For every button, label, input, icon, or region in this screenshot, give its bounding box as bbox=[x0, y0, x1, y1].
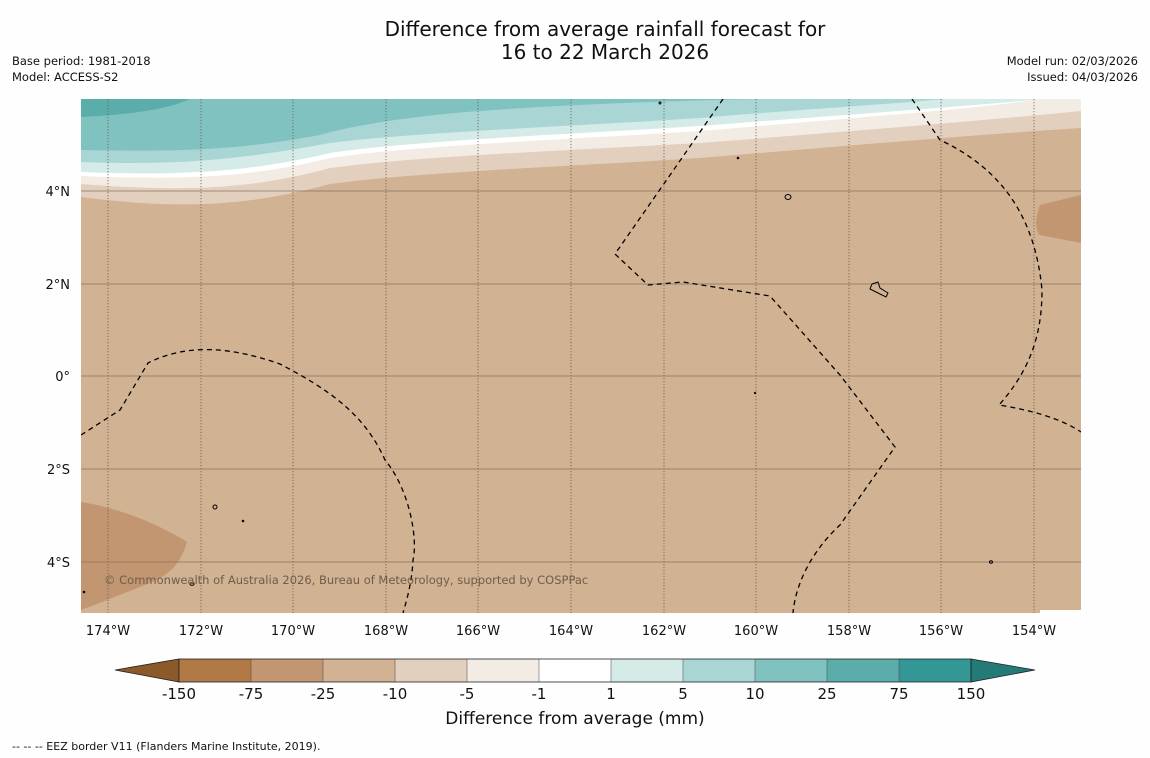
colorbar-outline bbox=[178, 658, 972, 683]
base-period-label: Base period: 1981-2018 bbox=[12, 54, 151, 68]
lon-tick-label: 166°W bbox=[456, 624, 500, 639]
colorbar-label: -150 bbox=[162, 685, 196, 703]
island-icon bbox=[989, 560, 993, 564]
eez-footnote: -- -- -- EEZ border V11 (Flanders Marine… bbox=[12, 740, 321, 753]
issued-label: Issued: 04/03/2026 bbox=[1027, 70, 1138, 84]
lat-tick-label: 2°N bbox=[46, 278, 71, 293]
colorbar-label: 75 bbox=[889, 685, 908, 703]
colorbar-label: -10 bbox=[383, 685, 408, 703]
title-line-2: 16 to 22 March 2026 bbox=[500, 40, 710, 64]
map-fill-layer bbox=[81, 99, 1081, 613]
lat-tick-labels: 4°N 2°N 0° 2°S 4°S bbox=[46, 185, 71, 571]
colorbar-extend-high bbox=[970, 658, 1036, 683]
colorbar-swatch bbox=[323, 659, 395, 682]
contour-dry-75-east bbox=[1036, 195, 1081, 243]
colorbar-swatch bbox=[827, 659, 899, 682]
island-icon bbox=[869, 281, 889, 298]
contour-edge-sliver bbox=[1040, 610, 1081, 613]
colorbar-swatch bbox=[755, 659, 827, 682]
lon-tick-label: 158°W bbox=[827, 624, 871, 639]
island-icon bbox=[736, 156, 740, 160]
lon-tick-label: 172°W bbox=[179, 624, 223, 639]
latitude-lines bbox=[81, 190, 1081, 563]
lon-tick-label: 160°W bbox=[734, 624, 778, 639]
model-label: Model: ACCESS-S2 bbox=[12, 70, 119, 84]
lat-tick-label: 4°S bbox=[47, 556, 70, 571]
colorbar-label: 150 bbox=[957, 685, 986, 703]
title-line-1: Difference from average rainfall forecas… bbox=[384, 17, 826, 41]
colorbar-label: -5 bbox=[460, 685, 475, 703]
islands bbox=[82, 101, 993, 594]
colorbar-label: -25 bbox=[311, 685, 336, 703]
lon-tick-label: 162°W bbox=[642, 624, 686, 639]
colorbar-label: -1 bbox=[532, 685, 547, 703]
colorbar-label: 1 bbox=[606, 685, 616, 703]
colorbar-swatch bbox=[467, 659, 539, 682]
colorbar-swatch bbox=[179, 659, 251, 682]
lon-tick-label: 170°W bbox=[271, 624, 315, 639]
contour-dry-75-west bbox=[81, 502, 187, 610]
lat-tick-label: 4°N bbox=[46, 185, 71, 200]
island-icon bbox=[212, 504, 218, 510]
colorbar: -150 -75 -25 -10 -5 -1 1 5 10 25 75 150 bbox=[114, 658, 1036, 703]
island-icon bbox=[753, 391, 757, 395]
colorbar-extend-low bbox=[114, 658, 180, 683]
lon-tick-label: 156°W bbox=[919, 624, 963, 639]
colorbar-swatch bbox=[539, 659, 611, 682]
model-run-label: Model run: 02/03/2026 bbox=[1006, 54, 1138, 68]
eez-borders bbox=[81, 99, 1081, 613]
island-icon bbox=[658, 101, 662, 105]
colorbar-label: -75 bbox=[239, 685, 264, 703]
lon-tick-labels: 174°W 172°W 170°W 168°W 166°W 164°W 162°… bbox=[86, 624, 1056, 639]
lon-tick-label: 154°W bbox=[1012, 624, 1056, 639]
meta-right: Model run: 02/03/2026 Issued: 04/03/2026 bbox=[1007, 53, 1138, 85]
contour-wet-75 bbox=[81, 99, 190, 117]
colorbar-swatch bbox=[683, 659, 755, 682]
island-icon bbox=[82, 590, 86, 594]
meta-left: Base period: 1981-2018 Model: ACCESS-S2 bbox=[12, 53, 151, 85]
colorbar-title: Difference from average (mm) bbox=[445, 709, 705, 729]
eez-border-west bbox=[81, 348, 416, 613]
eez-border-east bbox=[911, 99, 1081, 433]
lon-tick-label: 168°W bbox=[364, 624, 408, 639]
island-icon bbox=[784, 194, 792, 200]
copyright-text: © Commonwealth of Australia 2026, Bureau… bbox=[104, 573, 588, 587]
lat-tick-label: 2°S bbox=[47, 463, 70, 478]
lat-tick-label: 0° bbox=[55, 370, 70, 385]
colorbar-label: 25 bbox=[817, 685, 836, 703]
lon-tick-label: 174°W bbox=[86, 624, 130, 639]
colorbar-label: 10 bbox=[745, 685, 764, 703]
colorbar-label: 5 bbox=[678, 685, 688, 703]
colorbar-swatch bbox=[899, 659, 971, 682]
eez-border-central bbox=[614, 99, 896, 613]
colorbar-swatch bbox=[251, 659, 323, 682]
colorbar-swatch bbox=[395, 659, 467, 682]
island-icon bbox=[241, 519, 245, 523]
island-icon bbox=[189, 582, 195, 586]
lon-tick-label: 164°W bbox=[549, 624, 593, 639]
contour-wet-25 bbox=[81, 99, 760, 151]
colorbar-swatch bbox=[611, 659, 683, 682]
chart-title: Difference from average rainfall forecas… bbox=[0, 18, 1150, 64]
